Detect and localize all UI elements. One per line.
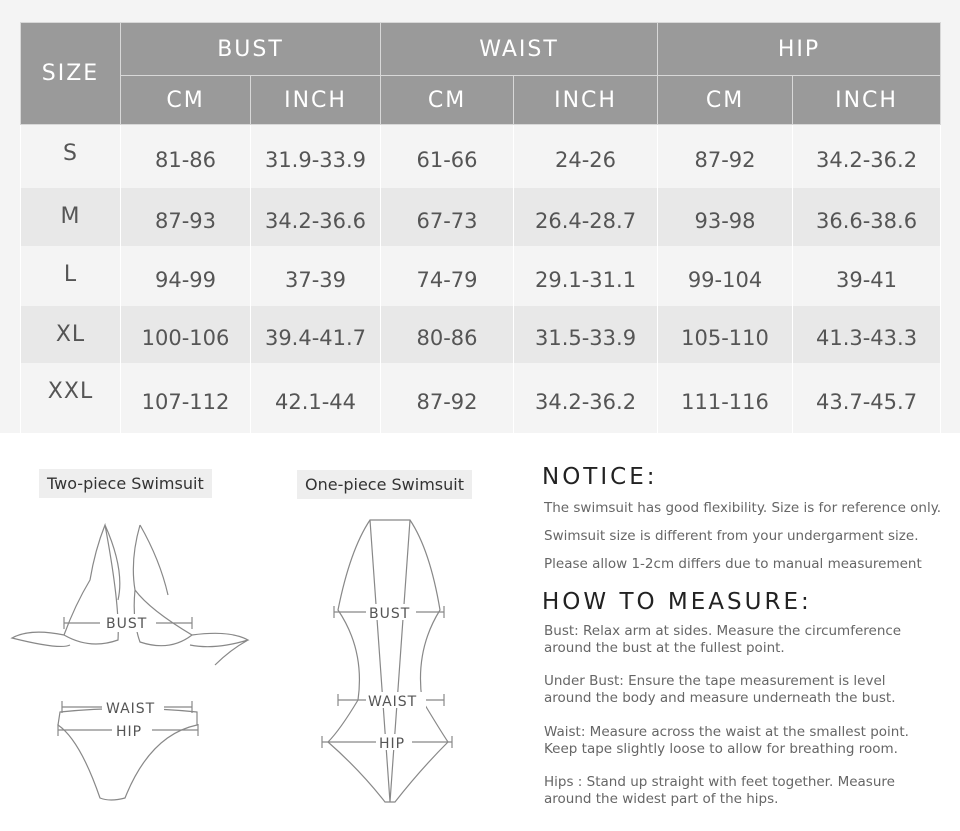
value-cell: 107-112	[120, 362, 251, 433]
value-cell: 29.1-31.1	[513, 245, 659, 306]
size-cell: M	[20, 187, 121, 246]
value-cell: 43.7-45.7	[792, 362, 942, 433]
value-cell: 31.9-33.9	[249, 124, 382, 188]
value-cell: 100-106	[120, 305, 251, 363]
unit-header: INCH	[792, 75, 942, 125]
unit-header: INCH	[249, 75, 382, 125]
measure-hips: Hips : Stand up straight with feet toget…	[544, 774, 895, 807]
notice-line: Please allow 1-2cm differs due to manual…	[544, 556, 922, 572]
size-cell: XL	[20, 305, 121, 363]
measure-under-bust: Under Bust: Ensure the tape measurement …	[544, 673, 896, 706]
size-table: SIZE BUST WAIST HIP CM INCH CM INCH CM INCH S…	[20, 22, 942, 433]
notice-line: Swimsuit size is different from your und…	[544, 528, 919, 544]
value-cell: 61-66	[380, 124, 515, 188]
value-cell: 34.2-36.2	[792, 124, 942, 188]
value-cell: 34.2-36.6	[249, 187, 382, 246]
value-cell: 74-79	[380, 245, 515, 306]
value-cell: 87-92	[380, 362, 515, 433]
two-piece-hip-text: HIP	[116, 724, 142, 740]
one-piece-label: One-piece Swimsuit	[297, 470, 472, 499]
value-cell: 87-93	[120, 187, 251, 246]
two-piece-label: Two-piece Swimsuit	[39, 469, 212, 498]
value-cell: 37-39	[249, 245, 382, 306]
value-cell: 81-86	[120, 124, 251, 188]
table-row: XXL 107-112 42.1-44 87-92 34.2-36.2 111-116 43…	[20, 362, 942, 433]
measure-bust: Bust: Relax arm at sides. Measure the ci…	[544, 623, 902, 656]
value-cell: 26.4-28.7	[513, 187, 659, 246]
one-piece-hip-text: HIP	[379, 736, 405, 752]
value-cell: 67-73	[380, 187, 515, 246]
table-row: XL 100-106 39.4-41.7 80-86 31.5-33.9 105-110 4…	[20, 305, 942, 363]
waist-header: WAIST	[380, 22, 659, 76]
one-piece-diagram: BUST WAIST HIP	[321, 519, 453, 803]
one-piece-bust-text: BUST	[369, 606, 410, 622]
value-cell: 87-92	[657, 124, 794, 188]
table-row: M 87-93 34.2-36.6 67-73 26.4-28.7 93-98 36.6-3…	[20, 187, 942, 246]
two-piece-bust-text: BUST	[106, 616, 147, 632]
value-cell: 93-98	[657, 187, 794, 246]
value-cell: 39.4-41.7	[249, 305, 382, 363]
notice-line: The swimsuit has good flexibility. Size …	[544, 500, 942, 516]
unit-header: CM	[380, 75, 515, 125]
one-piece-waist-text: WAIST	[368, 694, 417, 710]
two-piece-diagram: BUST WAIST HIP	[10, 522, 250, 801]
table-row: S 81-86 31.9-33.9 61-66 24-26 87-92 34.2-36.2	[20, 124, 942, 188]
unit-header: CM	[120, 75, 251, 125]
value-cell: 24-26	[513, 124, 659, 188]
two-piece-waist-text: WAIST	[106, 701, 155, 717]
value-cell: 34.2-36.2	[513, 362, 659, 433]
unit-header: CM	[657, 75, 794, 125]
size-cell: S	[20, 124, 121, 188]
measure-title: HOW TO MEASURE:	[542, 589, 812, 615]
size-cell: L	[20, 245, 121, 306]
bust-header: BUST	[119, 22, 382, 76]
value-cell: 41.3-43.3	[792, 305, 942, 363]
value-cell: 99-104	[657, 245, 794, 306]
value-cell: 80-86	[380, 305, 515, 363]
value-cell: 36.6-38.6	[792, 187, 942, 246]
value-cell: 42.1-44	[249, 362, 382, 433]
hip-header: HIP	[657, 22, 942, 76]
value-cell: 39-41	[792, 245, 942, 306]
size-cell: XXL	[20, 362, 121, 433]
value-cell: 105-110	[657, 305, 794, 363]
notice-title: NOTICE:	[542, 464, 658, 490]
value-cell: 111-116	[657, 362, 794, 433]
value-cell: 94-99	[120, 245, 251, 306]
unit-header: INCH	[513, 75, 659, 125]
table-row: L 94-99 37-39 74-79 29.1-31.1 99-104 39-41	[20, 245, 942, 306]
value-cell: 31.5-33.9	[513, 305, 659, 363]
measure-waist: Waist: Measure across the waist at the s…	[544, 724, 909, 757]
size-header: SIZE	[20, 22, 121, 125]
